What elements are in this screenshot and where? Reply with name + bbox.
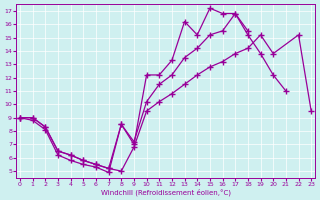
X-axis label: Windchill (Refroidissement éolien,°C): Windchill (Refroidissement éolien,°C) xyxy=(100,188,231,196)
